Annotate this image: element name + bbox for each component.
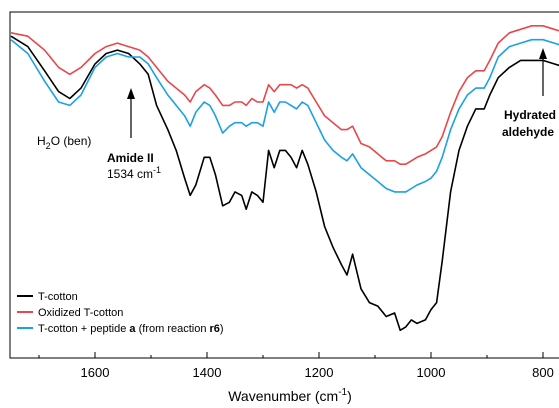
x-tick-label-1600: 1600 bbox=[81, 365, 110, 380]
series-line-1 bbox=[10, 35, 559, 332]
annotation-hydrated-line1: Hydrated bbox=[504, 108, 556, 122]
x-tick-label-1000: 1000 bbox=[417, 365, 446, 380]
x-axis: 1600 1400 1200 1000 800 bbox=[38, 352, 554, 380]
plot-frame bbox=[9, 11, 559, 359]
x-axis-title-sup: -1 bbox=[338, 387, 347, 398]
x-axis-title-main: Wavenumber (cm bbox=[228, 388, 338, 404]
legend-label-3: T-cotton + peptide a (from reaction r6) bbox=[38, 323, 224, 335]
series-line-3 bbox=[10, 38, 559, 193]
annotation-amide-title: Amide II bbox=[107, 151, 154, 165]
x-tick-label-1400: 1400 bbox=[193, 365, 222, 380]
annotation-hydrated-line2: aldehyde bbox=[502, 125, 554, 139]
annotation-amide-value-main: 1534 cm bbox=[107, 167, 153, 181]
annotation-hydrated-arrow bbox=[539, 48, 547, 96]
x-axis-title-tail: ) bbox=[347, 388, 352, 404]
legend: T-cotton Oxidized T-cotton T-cotton + pept… bbox=[17, 291, 224, 335]
annotation-h2o-pre: H bbox=[37, 134, 46, 148]
annotation-h2o-sub: 2 bbox=[46, 141, 51, 151]
x-tick-label-800: 800 bbox=[532, 365, 554, 380]
annotation-amide-arrow bbox=[127, 88, 135, 138]
legend-label-1: T-cotton bbox=[38, 291, 78, 303]
x-axis-title: Wavenumber (cm-1) bbox=[228, 387, 352, 404]
annotation-amide-value: 1534 cm-1 bbox=[107, 165, 161, 181]
legend-label-2: Oxidized T-cotton bbox=[38, 307, 123, 319]
annotation-h2o: H2O (ben) bbox=[37, 134, 91, 151]
series-layer bbox=[10, 25, 559, 332]
annotation-amide-value-sup: -1 bbox=[153, 165, 161, 175]
series-line-2 bbox=[10, 25, 559, 165]
annotation-h2o-post: O (ben) bbox=[51, 134, 92, 148]
x-tick-label-1200: 1200 bbox=[305, 365, 334, 380]
